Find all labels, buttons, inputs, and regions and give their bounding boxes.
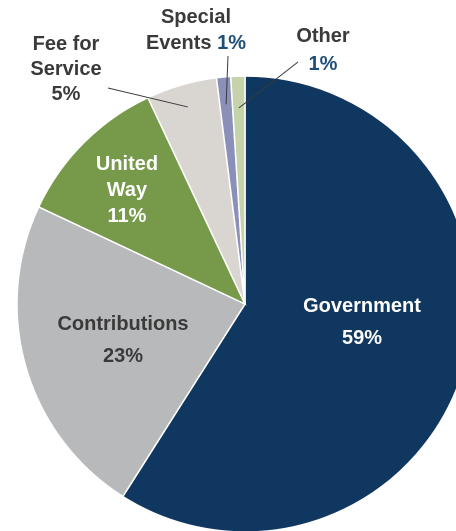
slice-label-special-events-line-2: Events 1%: [146, 32, 246, 54]
slice-label-other: Other: [296, 25, 350, 47]
slice-label-contributions: Contributions: [57, 313, 188, 335]
slice-label-fee-for-service-line-2: Service: [30, 58, 101, 80]
leader-line-special-events: [225, 55, 229, 105]
pct-label-special-events: 1%: [212, 32, 247, 54]
slice-label-government-line-1: Government: [303, 295, 421, 317]
slice-label-special-events-line-1: Special: [161, 6, 231, 28]
pct-label-fee-for-service: 5%: [52, 83, 81, 105]
pct-label-fee-for-service: 5%: [52, 83, 81, 105]
pct-label-other: 1%: [309, 53, 338, 75]
pct-label-united-way: 11%: [108, 205, 147, 227]
pie-slice-government: [121, 75, 456, 531]
pct-label-government: 59%: [342, 327, 382, 349]
slice-label-fee-for-service: Fee for: [33, 33, 100, 55]
leader-line-fee-for-service: [107, 87, 188, 108]
slice-label-special-events: Events: [146, 32, 212, 54]
pie-slice-united-way: [37, 96, 247, 306]
slice-label-united-way: United: [96, 153, 158, 175]
slice-label-special-events: Special: [161, 6, 231, 28]
slice-label-fee-for-service: Service: [30, 58, 101, 80]
pct-label-contributions: 23%: [103, 345, 143, 367]
leader-line-other: [238, 61, 299, 109]
pie-slice-contributions: [16, 205, 247, 498]
pct-label-other: 1%: [309, 53, 338, 75]
pie-slice-other: [229, 75, 246, 305]
pct-label-government: 59%: [342, 327, 382, 349]
slice-label-other-line-1: Other: [296, 25, 350, 47]
pct-label-contributions: 23%: [103, 345, 143, 367]
slice-label-united-way-line-1: United: [96, 153, 158, 175]
slice-label-fee-for-service-line-1: Fee for: [33, 33, 100, 55]
slice-label-united-way-line-2: Way: [107, 179, 148, 201]
slice-label-united-way: Way: [107, 179, 148, 201]
slice-label-government: Government: [303, 295, 421, 317]
slice-label-contributions-line-1: Contributions: [57, 313, 188, 335]
pct-label-united-way: 11%: [108, 205, 147, 227]
